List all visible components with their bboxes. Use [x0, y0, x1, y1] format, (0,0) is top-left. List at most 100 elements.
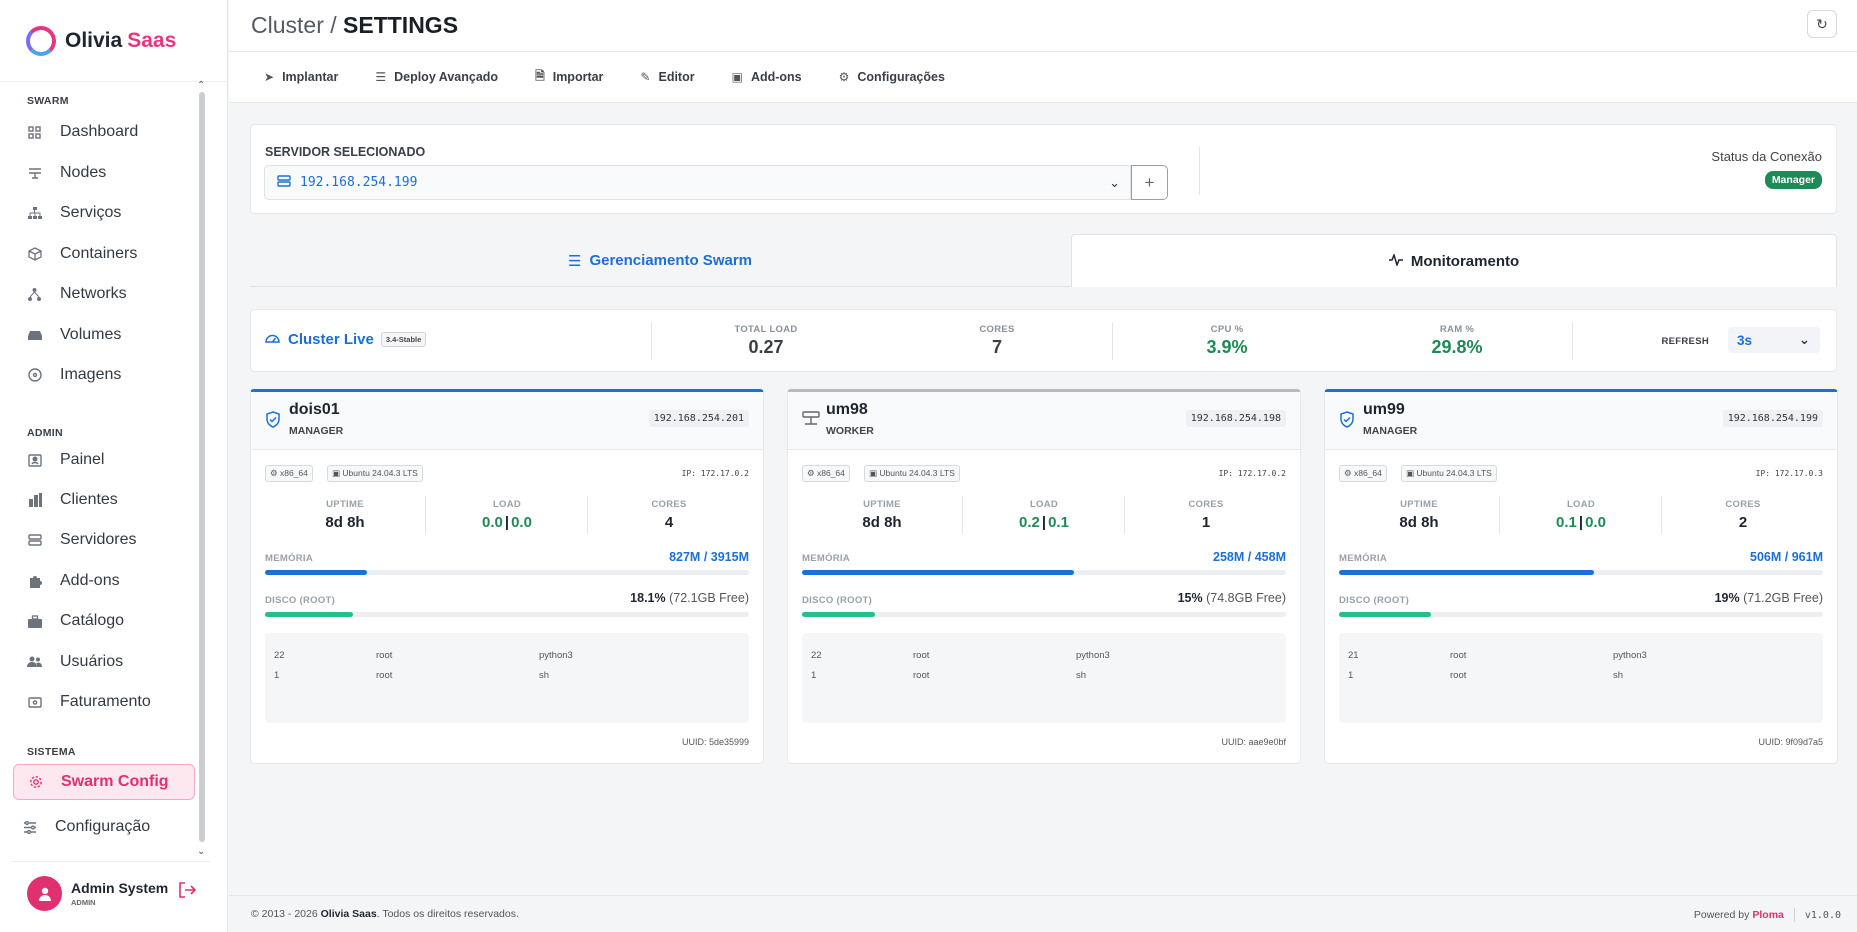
sidebar-item-clientes[interactable]: Clientes — [27, 485, 118, 515]
memory-progress — [1339, 570, 1823, 575]
uptime-metric: UPTIME 8d 8h — [862, 499, 902, 531]
disk-progress — [265, 612, 749, 617]
sidebar-item-networks[interactable]: Networks — [27, 279, 127, 309]
scroll-down-icon[interactable]: ⌄ — [197, 846, 206, 857]
tab-gerenciamento-swarm[interactable]: ☰ Gerenciamento Swarm — [567, 252, 752, 270]
sidebar-item-swarm-config[interactable]: Swarm Config — [13, 764, 195, 800]
box-icon: ▣ — [332, 468, 341, 478]
server-label: SERVIDOR SELECIONADO — [265, 145, 426, 159]
cores-metric: CORES 4 — [651, 499, 687, 531]
memory-progress-fill — [1339, 570, 1595, 575]
list-item: 21 root python3 — [1348, 650, 1647, 661]
building-icon — [27, 493, 42, 508]
sidebar-item-imagens[interactable]: Imagens — [27, 360, 121, 390]
main-content: Cluster / SETTINGS ↻ ➤ Implantar ☰ Deploy … — [229, 0, 1857, 932]
section-admin: ADMIN — [27, 427, 63, 439]
scroll-up-icon[interactable]: ⌃ — [197, 80, 206, 91]
sidebar-item-addons[interactable]: Add-ons — [27, 566, 120, 596]
cores-stat: CORES 7 — [979, 324, 1015, 357]
server-select[interactable]: 192.168.254.199 ⌄ — [264, 165, 1131, 200]
logo-icon — [26, 25, 56, 56]
server-icon — [802, 411, 820, 431]
disk-progress-fill — [1339, 612, 1431, 617]
disk-value: 18.1% (72.1GB Free) — [630, 591, 749, 605]
disk-progress — [1339, 612, 1823, 617]
node-uuid: UUID: 5de35999 — [681, 737, 749, 747]
node-name: um98 — [826, 401, 868, 418]
arch-chip: ⚙ x86_64 — [1339, 465, 1387, 482]
node-ip: 192.168.254.201 — [648, 410, 749, 427]
sidebar: Olivia Saas SWARM Dashboard Nodes Serviço… — [0, 0, 228, 932]
shield-check-icon — [1339, 411, 1355, 433]
os-chip: ▣ Ubuntu 24.04.3 LTS — [1401, 465, 1497, 482]
scrollbar-thumb[interactable] — [199, 92, 205, 842]
list-item: 1 root sh — [1348, 670, 1624, 681]
node-card: um99 MANAGER 192.168.254.199 ⚙ x86_64 ▣ … — [1324, 389, 1838, 764]
gear-icon — [28, 775, 43, 790]
arch-chip: ⚙ x86_64 — [265, 465, 313, 482]
refresh-interval-select[interactable]: 3s ⌄ — [1728, 327, 1820, 353]
implantar-button[interactable]: ➤ Implantar — [264, 70, 339, 84]
ploma-link[interactable]: Ploma — [1752, 909, 1784, 921]
cpu-stat: CPU % 3.9% — [1206, 324, 1248, 357]
disk-progress-fill — [802, 612, 875, 617]
cores-metric: CORES 2 — [1725, 499, 1761, 531]
sidebar-item-dashboard[interactable]: Dashboard — [27, 117, 138, 147]
add-server-button[interactable]: + — [1131, 165, 1168, 200]
memory-progress — [265, 570, 749, 575]
rocket-icon: ➤ — [264, 70, 275, 84]
user-profile[interactable]: Admin System ADMIN — [12, 861, 210, 925]
server-icon — [27, 533, 42, 548]
sidebar-item-configuracao[interactable]: Configuração — [22, 812, 150, 842]
status-badge: Manager — [1764, 171, 1822, 189]
briefcase-icon — [27, 614, 42, 629]
divider — [1572, 322, 1573, 360]
sidebar-item-containers[interactable]: Containers — [27, 239, 137, 269]
file-import-icon: 🗎 — [535, 68, 545, 83]
sidebar-item-nodes[interactable]: Nodes — [27, 158, 106, 188]
total-load-stat: TOTAL LOAD 0.27 — [734, 324, 798, 357]
load-metric: LOAD 0.1 | 0.0 — [1556, 499, 1606, 531]
sidebar-item-catalogo[interactable]: Catálogo — [27, 606, 124, 636]
chevron-down-icon: ⌄ — [1109, 174, 1120, 190]
configuracoes-button[interactable]: ⚙ Configurações — [838, 70, 945, 84]
memory-progress — [802, 570, 1286, 575]
deploy-avancado-button[interactable]: ☰ Deploy Avançado — [375, 70, 499, 84]
tab-monitoramento[interactable]: Monitoramento — [1071, 234, 1837, 287]
reload-button[interactable]: ↻ — [1807, 10, 1837, 38]
disc-icon — [27, 368, 42, 383]
sidebar-item-servicos[interactable]: Serviços — [27, 198, 121, 228]
importar-button[interactable]: 🗎 Importar — [535, 67, 603, 88]
load-metric: LOAD 0.2 | 0.1 — [1019, 499, 1069, 531]
sidebar-item-faturamento[interactable]: Faturamento — [27, 687, 151, 717]
edit-icon: ✎ — [640, 70, 651, 84]
disk-label: DISCO (ROOT) — [802, 595, 873, 606]
sidebar-item-painel[interactable]: Painel — [27, 445, 104, 475]
cash-icon — [27, 695, 42, 710]
node-card: um98 WORKER 192.168.254.198 ⚙ x86_64 ▣ U… — [787, 389, 1301, 764]
disk-progress — [802, 612, 1286, 617]
editor-button[interactable]: ✎ Editor — [640, 70, 695, 84]
sidebar-scrollbar[interactable]: ⌃ ⌄ — [197, 80, 206, 860]
internal-ip: IP: 172.17.0.2 — [681, 469, 749, 478]
sidebar-item-volumes[interactable]: Volumes — [27, 320, 121, 350]
addons-button[interactable]: ▣ Add-ons — [731, 70, 802, 84]
node-uuid: UUID: 9f09d7a5 — [1758, 737, 1823, 747]
divider — [1112, 322, 1113, 360]
sidebar-item-servidores[interactable]: Servidores — [27, 525, 136, 555]
cores-metric: CORES 1 — [1188, 499, 1224, 531]
load-metric: LOAD 0.0 | 0.0 — [482, 499, 532, 531]
disk-label: DISCO (ROOT) — [265, 595, 336, 606]
divider — [1124, 496, 1125, 534]
chevron-down-icon: ⌄ — [1798, 332, 1810, 347]
sidebar-item-usuarios[interactable]: Usuários — [27, 647, 123, 677]
process-list: 22 root python3 1 root sh — [265, 633, 749, 723]
logo[interactable]: Olivia Saas — [0, 0, 227, 82]
memory-progress-fill — [265, 570, 368, 575]
section-swarm: SWARM — [27, 95, 69, 107]
app-name: Olivia Saas — [65, 28, 177, 52]
avatar — [27, 876, 62, 911]
logout-icon[interactable] — [178, 882, 197, 903]
cluster-live-title: Cluster Live 3.4-Stable — [265, 331, 427, 348]
uptime-metric: UPTIME 8d 8h — [325, 499, 365, 531]
